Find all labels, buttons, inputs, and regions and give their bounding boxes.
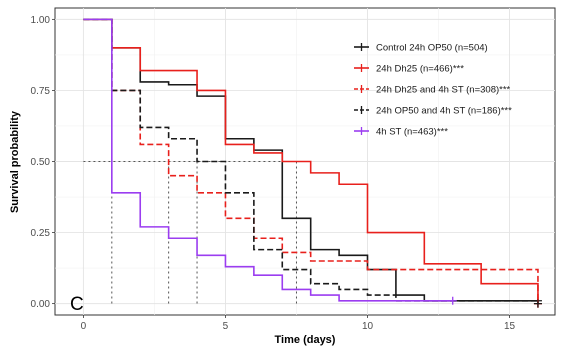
legend-label-2: 24h Dh25 (n=466)*** <box>376 64 464 75</box>
legend-label-3: 24h Dh25 and 4h ST (n=308)*** <box>376 85 511 96</box>
series-line-2 <box>83 18 539 304</box>
y-tick-label: 0.25 <box>31 228 51 239</box>
x-axis-title: Time (days) <box>275 334 336 346</box>
x-tick-label: 15 <box>504 321 516 332</box>
legend: Control 24h OP50 (n=504) 24h Dh25 (n=466)… <box>354 43 512 138</box>
legend-label-1: Control 24h OP50 (n=504) <box>376 43 488 54</box>
y-tick-label: 0.00 <box>31 299 51 310</box>
y-tick-label: 1.00 <box>31 15 51 26</box>
grid-layer <box>55 8 555 315</box>
series-layer <box>83 18 542 308</box>
legend-label-4: 24h OP50 and 4h ST (n=186)*** <box>376 106 512 117</box>
censor-mark <box>533 299 542 308</box>
tick-layer: 0 5 10 15 0.00 0.25 0.50 0.75 1.00 <box>31 15 516 332</box>
series-line-1 <box>83 18 538 302</box>
series-line-5 <box>83 18 453 302</box>
y-tick-label: 0.50 <box>31 157 51 168</box>
censor-mark <box>448 296 457 305</box>
y-axis-title: Survival probability <box>9 110 21 213</box>
x-tick-label: 10 <box>362 321 374 332</box>
x-tick-label: 0 <box>81 321 87 332</box>
y-tick-label: 0.75 <box>31 86 51 97</box>
panel-label: C <box>70 294 84 315</box>
x-tick-label: 5 <box>223 321 229 332</box>
legend-label-5: 4h ST (n=463)*** <box>376 127 448 138</box>
series-line-4 <box>83 18 539 304</box>
